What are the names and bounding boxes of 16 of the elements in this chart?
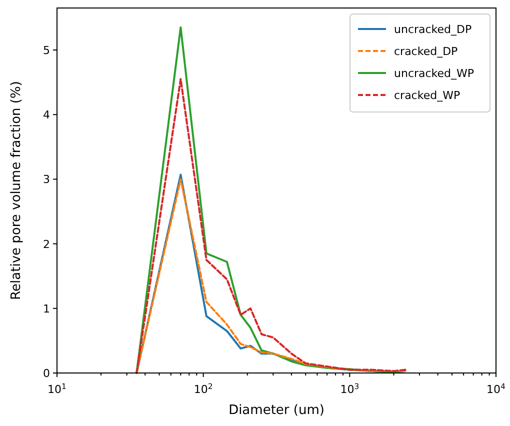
legend-label: uncracked_DP: [394, 23, 472, 36]
y-tick-label: 3: [43, 173, 50, 186]
legend-label: cracked_DP: [394, 45, 458, 58]
y-tick-label: 0: [43, 367, 50, 380]
y-tick-label: 5: [43, 44, 50, 57]
legend-label: uncracked_WP: [394, 67, 474, 80]
y-tick-label: 1: [43, 302, 50, 316]
legend-label: cracked_WP: [394, 89, 460, 102]
x-tick-label: 10$^{2}$: [194, 382, 213, 396]
x-axis-title: Diameter (um): [228, 403, 324, 418]
y-tick-label: 4: [43, 108, 50, 122]
x-tick-label: 10$^{1}$: [48, 382, 67, 396]
x-tick-label: 10$^{3}$: [340, 382, 360, 396]
x-tick-label: 10$^{4}$: [486, 382, 506, 396]
y-axis-title: Relative pore volume fraction (%): [9, 81, 24, 300]
y-tick-label: 2: [43, 238, 50, 251]
